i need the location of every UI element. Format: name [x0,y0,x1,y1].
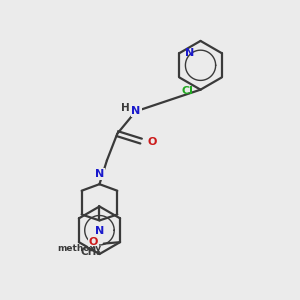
Text: O: O [89,237,98,248]
Text: N: N [131,106,141,116]
Text: O: O [148,137,157,147]
Text: methoxy: methoxy [57,244,101,253]
Text: CH₃: CH₃ [81,247,102,257]
Text: N: N [95,226,104,236]
Text: N: N [185,47,194,58]
Text: N: N [95,169,104,179]
Text: H: H [121,103,130,113]
Text: Cl: Cl [181,86,193,96]
